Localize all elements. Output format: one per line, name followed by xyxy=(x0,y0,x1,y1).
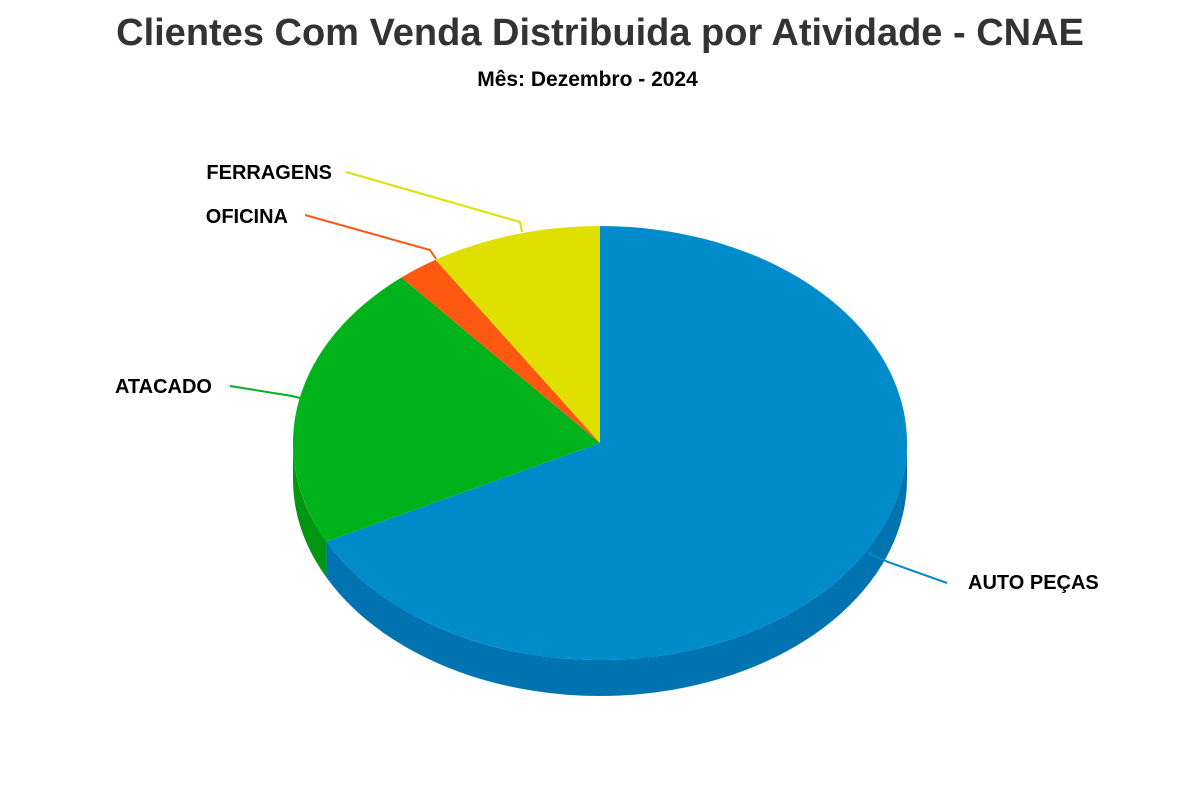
connector-oficina xyxy=(305,215,436,259)
connector-atacado xyxy=(230,386,300,398)
label-auto-pecas: AUTO PEÇAS xyxy=(968,572,1099,594)
label-atacado: ATACADO xyxy=(115,376,212,398)
pie-slices xyxy=(293,226,907,660)
label-ferragens: FERRAGENS xyxy=(206,162,332,184)
label-oficina: OFICINA xyxy=(206,206,288,228)
connector-ferragens xyxy=(346,172,522,232)
